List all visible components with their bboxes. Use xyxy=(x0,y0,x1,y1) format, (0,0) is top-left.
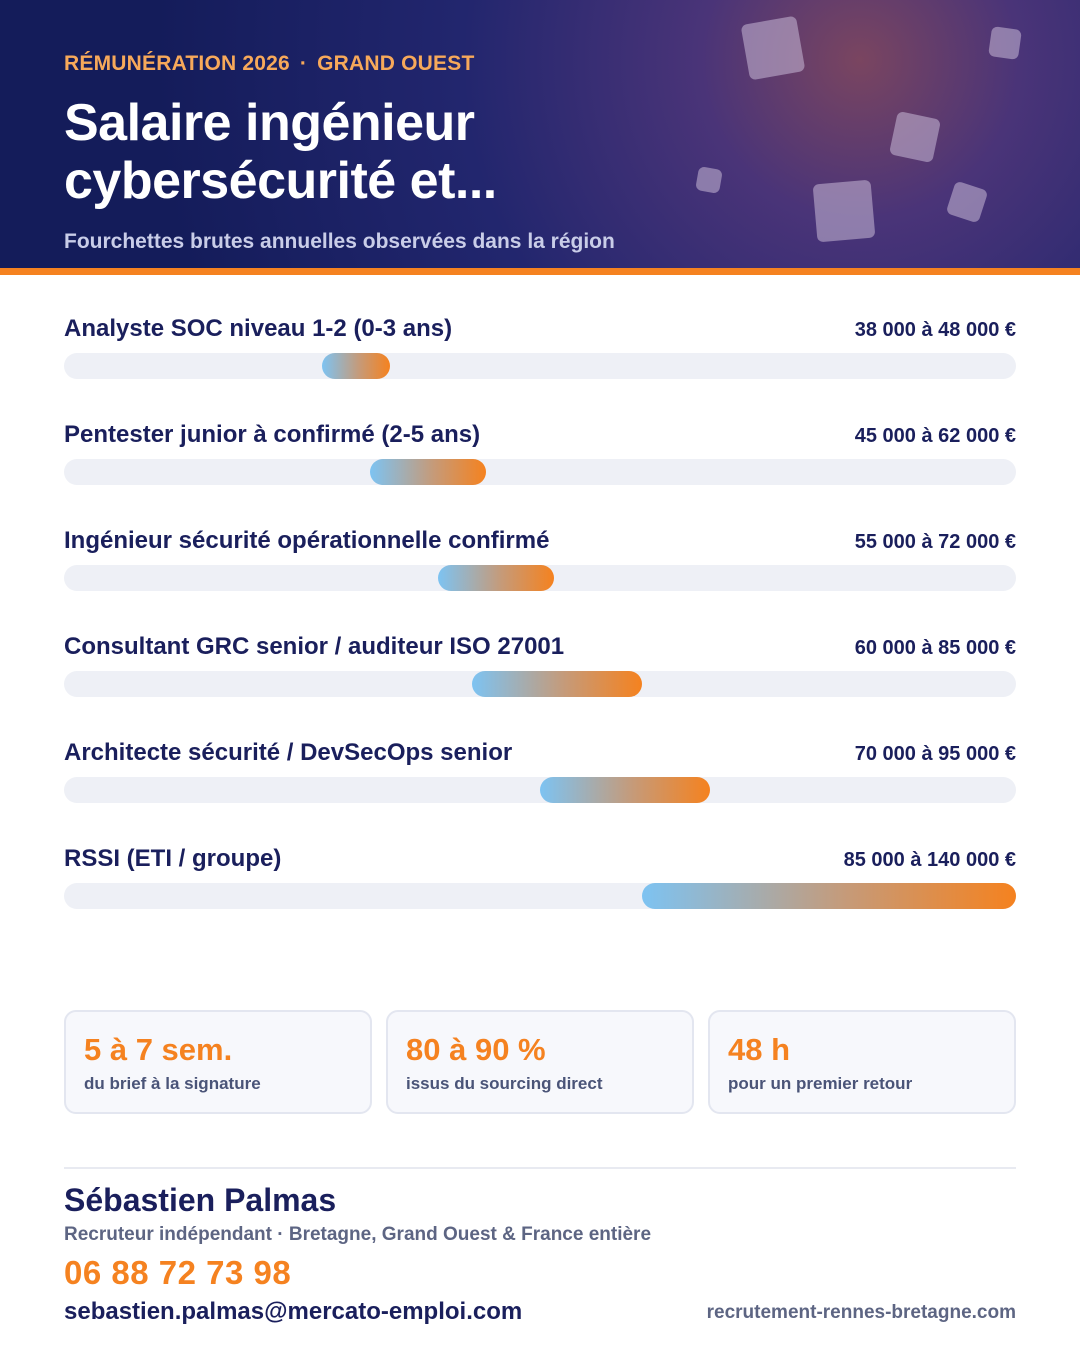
row-label: Ingénieur sécurité opérationnelle confir… xyxy=(64,527,550,554)
contact-name: Sébastien Palmas xyxy=(64,1182,337,1218)
range-bar xyxy=(438,565,554,591)
decorative-square xyxy=(988,26,1022,60)
row-value: 70 000 à 95 000 € xyxy=(854,743,1016,765)
row-label: Analyste SOC niveau 1-2 (0-3 ans) xyxy=(64,315,453,342)
page-subtitle: Fourchettes brutes annuelles observées d… xyxy=(64,230,615,253)
range-track xyxy=(64,565,1016,591)
header-accent-rule xyxy=(0,268,1080,275)
stat-card: 48 h pour un premier retour xyxy=(708,1010,1016,1114)
range-track xyxy=(64,353,1016,379)
stat-label: issus du sourcing direct xyxy=(406,1074,603,1093)
chart-row: Pentester junior à confirmé (2-5 ans) 45… xyxy=(64,421,1016,501)
range-bar xyxy=(472,671,642,697)
contact-role: Recruteur indépendant · Bretagne, Grand … xyxy=(64,1224,652,1245)
row-label: Architecte sécurité / DevSecOps senior xyxy=(64,739,513,766)
decorative-square xyxy=(740,15,806,81)
decorative-square xyxy=(812,179,876,243)
eyebrow-region: GRAND OUEST xyxy=(317,52,475,75)
range-track xyxy=(64,777,1016,803)
range-bar xyxy=(322,353,391,379)
chart-row: Ingénieur sécurité opérationnelle confir… xyxy=(64,527,1016,607)
stat-label: pour un premier retour xyxy=(728,1074,913,1093)
row-value: 55 000 à 72 000 € xyxy=(854,531,1016,553)
row-label: Pentester junior à confirmé (2-5 ans) xyxy=(64,421,481,448)
range-bar xyxy=(540,777,710,803)
chart-row: Architecte sécurité / DevSecOps senior 7… xyxy=(64,739,1016,819)
stat-value: 48 h xyxy=(728,1032,791,1067)
eyebrow-separator: · xyxy=(299,52,308,75)
stat-card: 80 à 90 % issus du sourcing direct xyxy=(386,1010,694,1114)
range-bar xyxy=(642,883,1016,909)
range-track xyxy=(64,671,1016,697)
decorative-square xyxy=(888,110,942,164)
contact-email[interactable]: sebastien.palmas@mercato-emploi.com xyxy=(64,1298,523,1325)
range-track xyxy=(64,459,1016,485)
header-banner: RÉMUNÉRATION 2026 · GRAND OUEST Salaire in… xyxy=(0,0,1080,268)
row-value: 45 000 à 62 000 € xyxy=(854,425,1016,447)
decorative-square xyxy=(945,180,989,224)
footer-divider xyxy=(64,1167,1016,1169)
range-bar xyxy=(370,459,486,485)
contact-website[interactable]: recrutement-rennes-bretagne.com xyxy=(706,1302,1016,1323)
row-label: Consultant GRC senior / auditeur ISO 270… xyxy=(64,633,565,660)
stat-card: 5 à 7 sem. du brief à la signature xyxy=(64,1010,372,1114)
row-value: 38 000 à 48 000 € xyxy=(854,319,1016,341)
row-value: 85 000 à 140 000 € xyxy=(843,849,1016,871)
eyebrow-topic: RÉMUNÉRATION 2026 xyxy=(64,52,290,75)
stat-value: 5 à 7 sem. xyxy=(84,1032,233,1067)
page-title: Salaire ingénieur cybersécurité et... xyxy=(64,94,497,210)
row-label: RSSI (ETI / groupe) xyxy=(64,845,282,872)
row-value: 60 000 à 85 000 € xyxy=(854,637,1016,659)
chart-row: Analyste SOC niveau 1-2 (0-3 ans) 38 000… xyxy=(64,315,1016,395)
contact-phone[interactable]: 06 88 72 73 98 xyxy=(64,1254,292,1291)
range-track xyxy=(64,883,1016,909)
chart-row: RSSI (ETI / groupe) 85 000 à 140 000 € xyxy=(64,845,1016,925)
stat-value: 80 à 90 % xyxy=(406,1032,546,1067)
eyebrow: RÉMUNÉRATION 2026 · GRAND OUEST xyxy=(64,52,474,76)
stat-label: du brief à la signature xyxy=(84,1074,261,1093)
decorative-square xyxy=(695,166,723,194)
chart-row: Consultant GRC senior / auditeur ISO 270… xyxy=(64,633,1016,713)
